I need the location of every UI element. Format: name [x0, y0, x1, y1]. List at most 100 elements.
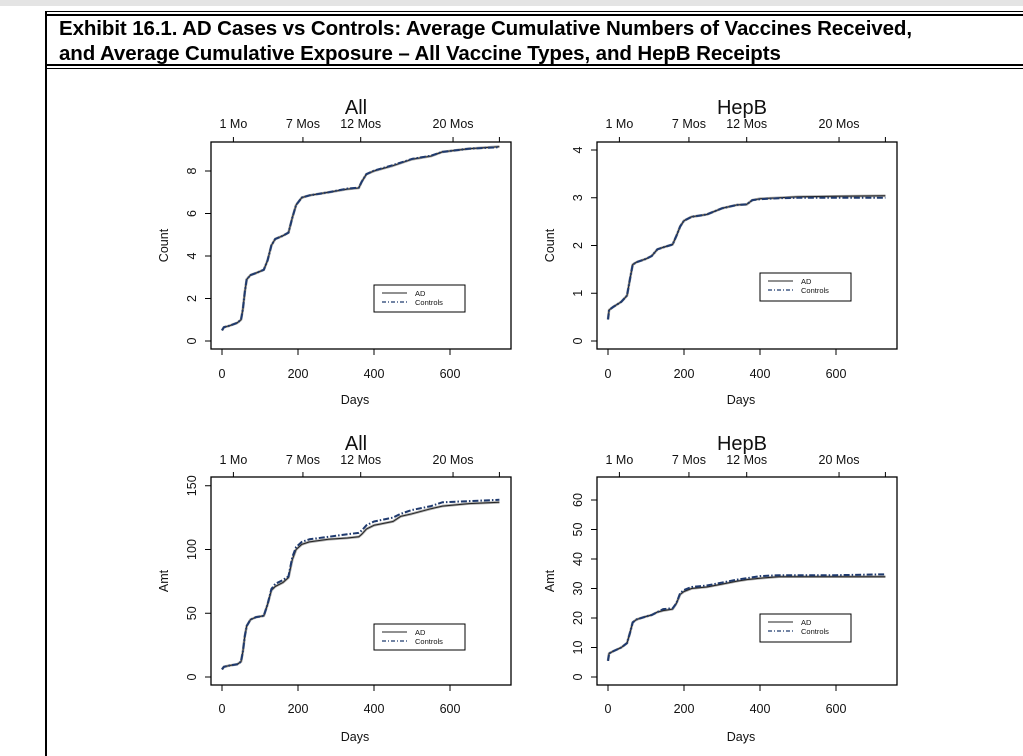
- y-axis-tick-label: 0: [571, 673, 585, 680]
- y-axis-tick-label: 150: [185, 475, 199, 496]
- y-axis-tick-label: 3: [571, 194, 585, 201]
- plot-frame: [210, 141, 512, 350]
- legend-box: [373, 623, 466, 651]
- title-rule-top: [46, 11, 1023, 12]
- x-axis-tick-label: 200: [288, 367, 309, 381]
- x-axis-tick-label: 0: [219, 702, 226, 716]
- x-axis-tick-label: 400: [750, 367, 771, 381]
- chart-hepb-amt: HepB 1 Mo 7 Mos 12 Mos 20 Mos 0 200 400 600 Days 0…: [543, 433, 898, 744]
- plot-frame: [596, 476, 898, 686]
- exhibit-title: Exhibit 16.1. AD Cases vs Controls: Aver…: [59, 16, 1019, 66]
- y-axis-tick-label: 2: [571, 242, 585, 249]
- y-axis-tick-label: 0: [571, 337, 585, 344]
- x-axis-label: Days: [341, 730, 369, 744]
- top-axis-tick-label: 7 Mos: [286, 453, 320, 467]
- legend-controls-label: Controls: [801, 627, 829, 636]
- title-rule-top-thick: [46, 14, 1023, 16]
- legend-box: [759, 272, 852, 302]
- y-axis-tick-label: 20: [571, 611, 585, 625]
- y-axis-label: Amt: [543, 569, 557, 592]
- y-axis-tick-label: 30: [571, 582, 585, 596]
- x-axis-tick-label: 400: [364, 702, 385, 716]
- x-axis-tick-label: 400: [750, 702, 771, 716]
- exhibit-title-line-1: Exhibit 16.1. AD Cases vs Controls: Aver…: [59, 17, 912, 40]
- y-axis-tick-label: 10: [571, 641, 585, 655]
- legend-ad-label: AD: [801, 277, 812, 286]
- legend-ad-label: AD: [801, 618, 812, 627]
- legend-controls-label: Controls: [415, 298, 443, 307]
- document-page: [45, 10, 1023, 756]
- title-rule-bottom-thick: [46, 64, 1023, 66]
- top-axis-tick-label: 12 Mos: [340, 117, 381, 131]
- top-axis-tick-label: 7 Mos: [672, 117, 706, 131]
- x-axis-tick-label: 200: [674, 702, 695, 716]
- x-axis-tick-label: 600: [826, 702, 847, 716]
- y-axis-tick-label: 0: [185, 337, 199, 344]
- y-axis-tick-label: 4: [185, 252, 199, 259]
- legend-controls-label: Controls: [801, 286, 829, 295]
- x-axis-tick-label: 600: [440, 702, 461, 716]
- x-axis-tick-label: 0: [605, 702, 612, 716]
- top-axis-tick-label: 20 Mos: [819, 117, 860, 131]
- x-axis-tick-label: 600: [440, 367, 461, 381]
- series-controls-line: [221, 498, 500, 670]
- legend-box: [759, 613, 852, 643]
- title-rule-bottom: [46, 68, 1023, 69]
- y-axis-tick-label: 0: [185, 673, 199, 680]
- chart-title: All: [345, 433, 367, 455]
- legend-box: [373, 284, 466, 313]
- chart-title: All: [345, 97, 367, 119]
- chart-all-amt: All 1 Mo 7 Mos 12 Mos 20 Mos 0 200 400 600 Days 0 5…: [157, 433, 512, 744]
- viewer-top-bar: [0, 0, 1023, 6]
- legend-ad-label: AD: [415, 628, 426, 637]
- x-axis-label: Days: [727, 730, 755, 744]
- y-axis-tick-label: 60: [571, 493, 585, 507]
- y-axis-tick-label: 8: [185, 167, 199, 174]
- y-axis-tick-label: 40: [571, 552, 585, 566]
- y-axis-label: Amt: [157, 569, 171, 592]
- x-axis-tick-label: 200: [674, 367, 695, 381]
- top-axis-tick-label: 12 Mos: [340, 453, 381, 467]
- series-controls-line: [221, 146, 500, 331]
- y-axis-label: Count: [157, 228, 171, 262]
- top-axis-tick-label: 20 Mos: [433, 453, 474, 467]
- plot-frame: [596, 141, 898, 350]
- y-axis-tick-label: 4: [571, 146, 585, 153]
- page-left-border: [45, 11, 47, 756]
- chart-title: HepB: [717, 97, 767, 119]
- series-controls-line: [607, 573, 886, 661]
- top-axis-tick-label: 20 Mos: [433, 117, 474, 131]
- top-axis-tick-label: 7 Mos: [286, 117, 320, 131]
- chart-title: HepB: [717, 433, 767, 455]
- x-axis-tick-label: 0: [605, 367, 612, 381]
- top-axis-tick-label: 12 Mos: [726, 117, 767, 131]
- top-axis-tick-label: 1 Mo: [606, 453, 634, 467]
- top-axis-tick-label: 12 Mos: [726, 453, 767, 467]
- y-axis-tick-label: 50: [571, 523, 585, 537]
- chart-all-count: All 1 Mo 7 Mos 12 Mos 20 Mos 0 200 400 600 Days 0 2…: [157, 97, 512, 407]
- chart-hepb-count: HepB 1 Mo 7 Mos 12 Mos 20 Mos 0 200 400 600 Days 0…: [543, 97, 898, 407]
- y-axis-tick-label: 100: [185, 539, 199, 560]
- top-axis-tick-label: 1 Mo: [220, 453, 248, 467]
- y-axis-tick-label: 6: [185, 210, 199, 217]
- top-axis-tick-label: 1 Mo: [606, 117, 634, 131]
- y-axis-tick-label: 2: [185, 295, 199, 302]
- exhibit-title-line-2: and Average Cumulative Exposure – All Va…: [59, 42, 781, 65]
- y-axis-tick-label: 1: [571, 290, 585, 297]
- x-axis-label: Days: [341, 393, 369, 407]
- top-axis-tick-label: 7 Mos: [672, 453, 706, 467]
- top-axis-tick-label: 1 Mo: [220, 117, 248, 131]
- x-axis-tick-label: 400: [364, 367, 385, 381]
- x-axis-label: Days: [727, 393, 755, 407]
- plot-frame: [210, 476, 512, 686]
- x-axis-tick-label: 600: [826, 367, 847, 381]
- y-axis-tick-label: 50: [185, 606, 199, 620]
- legend-controls-label: Controls: [415, 637, 443, 646]
- legend-ad-label: AD: [415, 289, 426, 298]
- top-axis-tick-label: 20 Mos: [819, 453, 860, 467]
